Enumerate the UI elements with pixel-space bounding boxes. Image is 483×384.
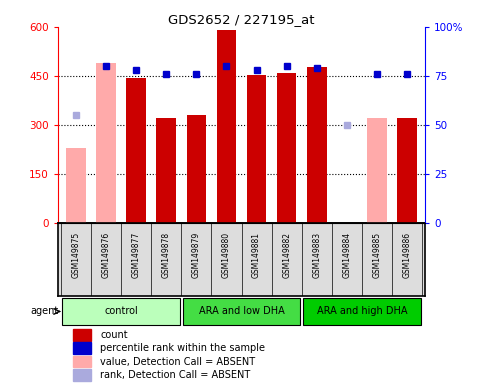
Text: GSM149883: GSM149883 [312, 232, 321, 278]
Text: GSM149878: GSM149878 [162, 232, 171, 278]
Bar [397, 118, 417, 223]
Bar [72, 356, 91, 367]
Text: GSM149886: GSM149886 [402, 232, 412, 278]
Bar [217, 30, 236, 223]
Bar [367, 119, 387, 223]
Text: control: control [104, 306, 138, 316]
Text: GSM149879: GSM149879 [192, 232, 201, 278]
Text: GSM149875: GSM149875 [71, 232, 81, 278]
Bar [307, 68, 327, 223]
FancyBboxPatch shape [62, 298, 180, 325]
Text: count: count [100, 330, 128, 340]
Bar [72, 329, 91, 341]
FancyBboxPatch shape [303, 298, 421, 325]
Text: GSM149881: GSM149881 [252, 232, 261, 278]
Text: agent: agent [30, 306, 58, 316]
Text: GSM149882: GSM149882 [282, 232, 291, 278]
Text: GSM149877: GSM149877 [132, 232, 141, 278]
Bar [127, 78, 146, 223]
Bar [72, 369, 91, 381]
Text: value, Detection Call = ABSENT: value, Detection Call = ABSENT [100, 356, 256, 366]
Text: GSM149884: GSM149884 [342, 232, 351, 278]
Text: GSM149880: GSM149880 [222, 232, 231, 278]
Text: percentile rank within the sample: percentile rank within the sample [100, 343, 265, 353]
Bar [66, 148, 86, 223]
Text: GSM149876: GSM149876 [101, 232, 111, 278]
Bar [247, 75, 266, 223]
Text: rank, Detection Call = ABSENT: rank, Detection Call = ABSENT [100, 370, 250, 380]
Text: ARA and high DHA: ARA and high DHA [316, 306, 407, 316]
FancyBboxPatch shape [183, 298, 300, 325]
Bar [277, 73, 297, 223]
Bar [72, 343, 91, 354]
Bar [186, 115, 206, 223]
Bar [96, 63, 116, 223]
Bar [156, 119, 176, 223]
Title: GDS2652 / 227195_at: GDS2652 / 227195_at [168, 13, 315, 26]
Text: ARA and low DHA: ARA and low DHA [199, 306, 284, 316]
Text: GSM149885: GSM149885 [372, 232, 382, 278]
